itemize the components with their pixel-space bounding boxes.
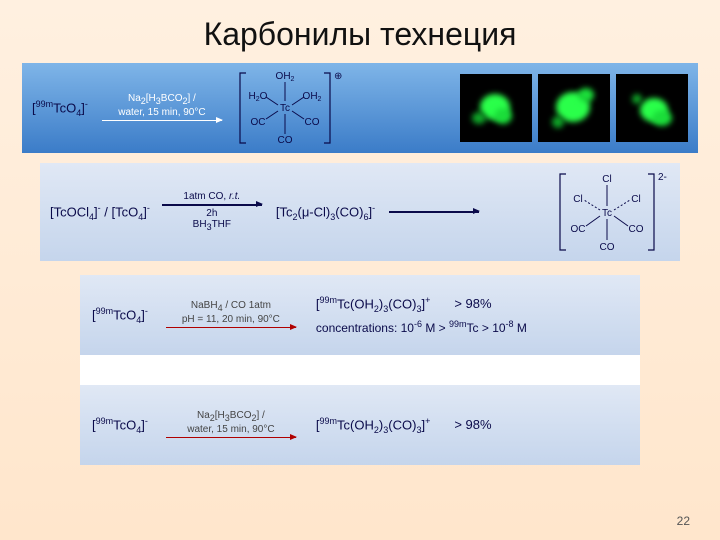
arrow-label-bot-2a: BH3THF bbox=[193, 219, 231, 233]
svg-text:CO: CO bbox=[629, 224, 644, 235]
fluorescence-image-2 bbox=[538, 74, 610, 142]
svg-text:OC: OC bbox=[250, 117, 265, 128]
reaction-arrow-2a: 1atm CO, r.t. 2h BH3THF bbox=[162, 191, 262, 232]
svg-text:OH2: OH2 bbox=[275, 71, 294, 83]
panel-gap bbox=[80, 355, 640, 385]
reactant-1: [99mTcO4]- bbox=[32, 99, 88, 118]
fluorescence-images bbox=[460, 74, 688, 142]
svg-text:CO: CO bbox=[600, 242, 615, 253]
arrow-label-bot-4: water, 15 min, 90°C bbox=[187, 424, 274, 435]
reaction-panel-4: [99mTcO4]- Na2[H3BCO2] / water, 15 min, … bbox=[80, 385, 640, 465]
svg-text:H2O: H2O bbox=[248, 91, 267, 103]
fluorescence-image-1 bbox=[460, 74, 532, 142]
reaction-arrow-1: Na2[H3BCO2] / water, 15 min, 90°C bbox=[102, 93, 222, 123]
svg-text:Tc: Tc bbox=[280, 103, 290, 114]
svg-text:Tc: Tc bbox=[602, 208, 612, 219]
svg-text:Cl: Cl bbox=[631, 194, 640, 205]
svg-text:CO: CO bbox=[304, 117, 319, 128]
intermediate-2: [Tc2(μ-Cl)3(CO)6]- bbox=[276, 203, 375, 222]
svg-text:CO: CO bbox=[277, 135, 292, 146]
arrow-label-mid-2a: 2h bbox=[206, 208, 217, 219]
yield-4: > 98% bbox=[454, 417, 491, 432]
complex-structure-2: 2- Tc Cl Cl Cl OC CO CO bbox=[550, 168, 670, 256]
complex-structure-1: ⊕ Tc OH2 H2O OH2 OC CO CO bbox=[228, 67, 348, 149]
svg-text:OC: OC bbox=[571, 224, 586, 235]
reactant-3: [99mTcO4]- bbox=[92, 306, 148, 325]
arrow-label-top-4: Na2[H3BCO2] / bbox=[197, 410, 265, 424]
product-4: [99mTc(OH2)3(CO)3]+ bbox=[316, 416, 430, 435]
product-3: [99mTc(OH2)3(CO)3]+ bbox=[316, 295, 430, 314]
svg-text:⊕: ⊕ bbox=[334, 71, 342, 82]
svg-text:2-: 2- bbox=[658, 172, 667, 183]
arrow-label-bottom-1: water, 15 min, 90°C bbox=[118, 107, 205, 118]
svg-text:OH2: OH2 bbox=[302, 91, 321, 103]
page-number: 22 bbox=[677, 514, 690, 528]
svg-text:Cl: Cl bbox=[602, 174, 611, 185]
slide-title: Карбонилы технеция bbox=[0, 0, 720, 63]
arrow-label-bot-3: pH = 11, 20 min, 90°C bbox=[182, 314, 280, 325]
fluorescence-image-3 bbox=[616, 74, 688, 142]
reaction-panel-2: [TcOCl4]- / [TcO4]- 1atm CO, r.t. 2h BH3… bbox=[40, 163, 680, 261]
reaction-panel-3: [99mTcO4]- NaBH4 / CO 1atm pH = 11, 20 m… bbox=[80, 275, 640, 355]
yield-3: > 98% bbox=[454, 296, 491, 311]
svg-text:Cl: Cl bbox=[573, 194, 582, 205]
arrow-label-top-3: NaBH4 / CO 1atm bbox=[191, 300, 271, 314]
reaction-arrow-4: Na2[H3BCO2] / water, 15 min, 90°C bbox=[166, 410, 296, 440]
reactant-4: [99mTcO4]- bbox=[92, 416, 148, 435]
reaction-arrow-3: NaBH4 / CO 1atm pH = 11, 20 min, 90°C bbox=[166, 300, 296, 330]
reactant-2: [TcOCl4]- / [TcO4]- bbox=[50, 203, 150, 222]
arrow-label-top-1: Na2[H3BCO2] / bbox=[128, 93, 196, 107]
arrow-label-top-2a: 1atm CO, r.t. bbox=[183, 191, 240, 202]
concentration-note: concentrations: 10-6 M > 99mTc > 10-8 M bbox=[316, 319, 527, 335]
reaction-arrow-2b bbox=[389, 209, 479, 215]
reaction-panel-1: [99mTcO4]- Na2[H3BCO2] / water, 15 min, … bbox=[22, 63, 698, 153]
